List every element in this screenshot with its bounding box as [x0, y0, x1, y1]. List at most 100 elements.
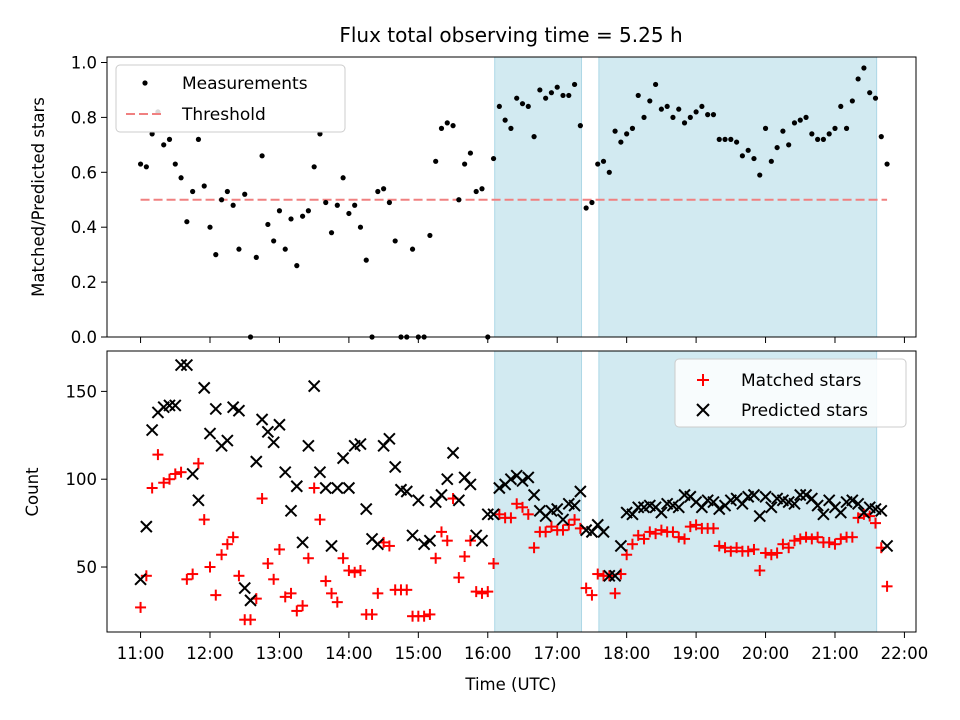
measurement-point [548, 90, 555, 96]
matched-star-point [638, 533, 650, 545]
measurement-point [259, 153, 265, 159]
matched-star-point [279, 591, 291, 603]
measurement-point [560, 92, 566, 99]
matched-star-point [302, 552, 314, 564]
bottom-axes-frame [106, 350, 917, 633]
matched-star-point [204, 561, 216, 573]
matched-star-point [881, 580, 893, 592]
matched-star-point [557, 524, 569, 536]
matched-star-point [314, 514, 326, 526]
bottom-legend: Matched stars Predicted stars [674, 358, 907, 428]
y-tick-label: 1.0 [71, 53, 97, 72]
measurement-point [201, 183, 207, 189]
y-tick-label: 50 [76, 558, 97, 577]
measurement-point [450, 123, 456, 129]
matched-star-point [262, 558, 274, 570]
predicted-star-point [244, 594, 257, 607]
matched-star-point [158, 477, 170, 489]
measurement-point [855, 76, 861, 82]
measurement-point [531, 134, 537, 140]
legend-measurements-label: Measurements [182, 74, 308, 94]
predicted-star-point [354, 437, 367, 451]
matched-star-point [163, 473, 175, 485]
matched-star-point [731, 542, 743, 554]
predicted-star-point [551, 502, 564, 516]
matched-star-point [227, 531, 239, 543]
predicted-star-point [284, 504, 298, 518]
measurement-point [861, 65, 867, 71]
measurement-point [774, 144, 780, 151]
measurement-point [381, 186, 387, 192]
top-legend: Measurements Threshold [115, 64, 346, 133]
measurement-point [288, 216, 294, 222]
measurement-point [282, 246, 288, 252]
matched-star-point [655, 524, 667, 536]
matched-star-point [794, 533, 806, 545]
measurement-point [618, 139, 624, 145]
chart-title: Flux total observing time = 5.25 h [339, 23, 682, 47]
legend-matched-marker [697, 374, 709, 386]
x-tick-label: 15:00 [395, 644, 443, 663]
matched-star-point [401, 584, 413, 596]
predicted-star-point [163, 399, 176, 412]
measurement-point [629, 125, 636, 131]
measurement-point [809, 131, 815, 137]
predicted-star-point [342, 481, 356, 495]
measurement-point [577, 123, 583, 129]
predicted-star-point [880, 539, 894, 553]
measurement-point [826, 131, 832, 137]
measurement-point [780, 128, 786, 134]
matched-star-point [181, 573, 193, 585]
predicted-star-point [655, 506, 668, 519]
measurement-point [218, 197, 225, 203]
measurement-point [340, 175, 346, 181]
matched-star-point [545, 521, 557, 533]
matched-star-point [707, 522, 719, 534]
predicted-star-point [232, 404, 246, 417]
matched-star-point [135, 601, 147, 613]
matched-star-point [476, 587, 488, 599]
matched-star-point [152, 449, 164, 461]
measurement-point [843, 125, 850, 131]
matched-star-point [453, 572, 465, 584]
measurement-point [375, 188, 381, 195]
measurement-point [328, 230, 335, 236]
matched-star-point [632, 529, 644, 541]
predicted-stars-points [134, 358, 894, 607]
predicted-star-point [134, 573, 147, 586]
legend-predicted-marker [696, 403, 710, 417]
measurement-point [566, 92, 572, 99]
matched-star-point [245, 614, 257, 626]
matched-star-point [349, 566, 361, 578]
matched-star-point [297, 600, 309, 612]
predicted-star-point [713, 502, 726, 516]
matched-star-point [337, 552, 349, 564]
measurement-point [143, 164, 149, 170]
measurement-point [427, 232, 433, 239]
matched-star-point [146, 482, 158, 494]
measurement-point [872, 95, 879, 101]
measurement-point [502, 117, 508, 123]
matched-star-point [690, 519, 702, 531]
predicted-star-point [325, 539, 338, 553]
measurement-point [676, 106, 682, 112]
matched-star-point [210, 589, 222, 601]
matched-star-point [435, 526, 447, 538]
predicted-star-point [504, 472, 518, 486]
measurement-point [687, 114, 693, 120]
predicted-star-point [817, 508, 830, 521]
legend-measurements-marker [142, 80, 148, 86]
matched-star-point [268, 573, 280, 585]
predicted-star-point [255, 413, 269, 426]
measurement-point [664, 103, 670, 110]
top-panel: 0.0 0.2 0.4 0.6 0.8 1.0 Matched/Predicted sta… [29, 53, 917, 347]
measurement-point [456, 197, 462, 203]
predicted-star-point [198, 381, 211, 395]
matched-star-point [216, 549, 228, 561]
predicted-star-point [597, 525, 610, 539]
measurement-point [166, 136, 173, 142]
measurement-point [820, 136, 827, 142]
matched-star-point [644, 526, 656, 538]
matched-star-point [725, 545, 737, 557]
measurement-point [195, 136, 202, 142]
